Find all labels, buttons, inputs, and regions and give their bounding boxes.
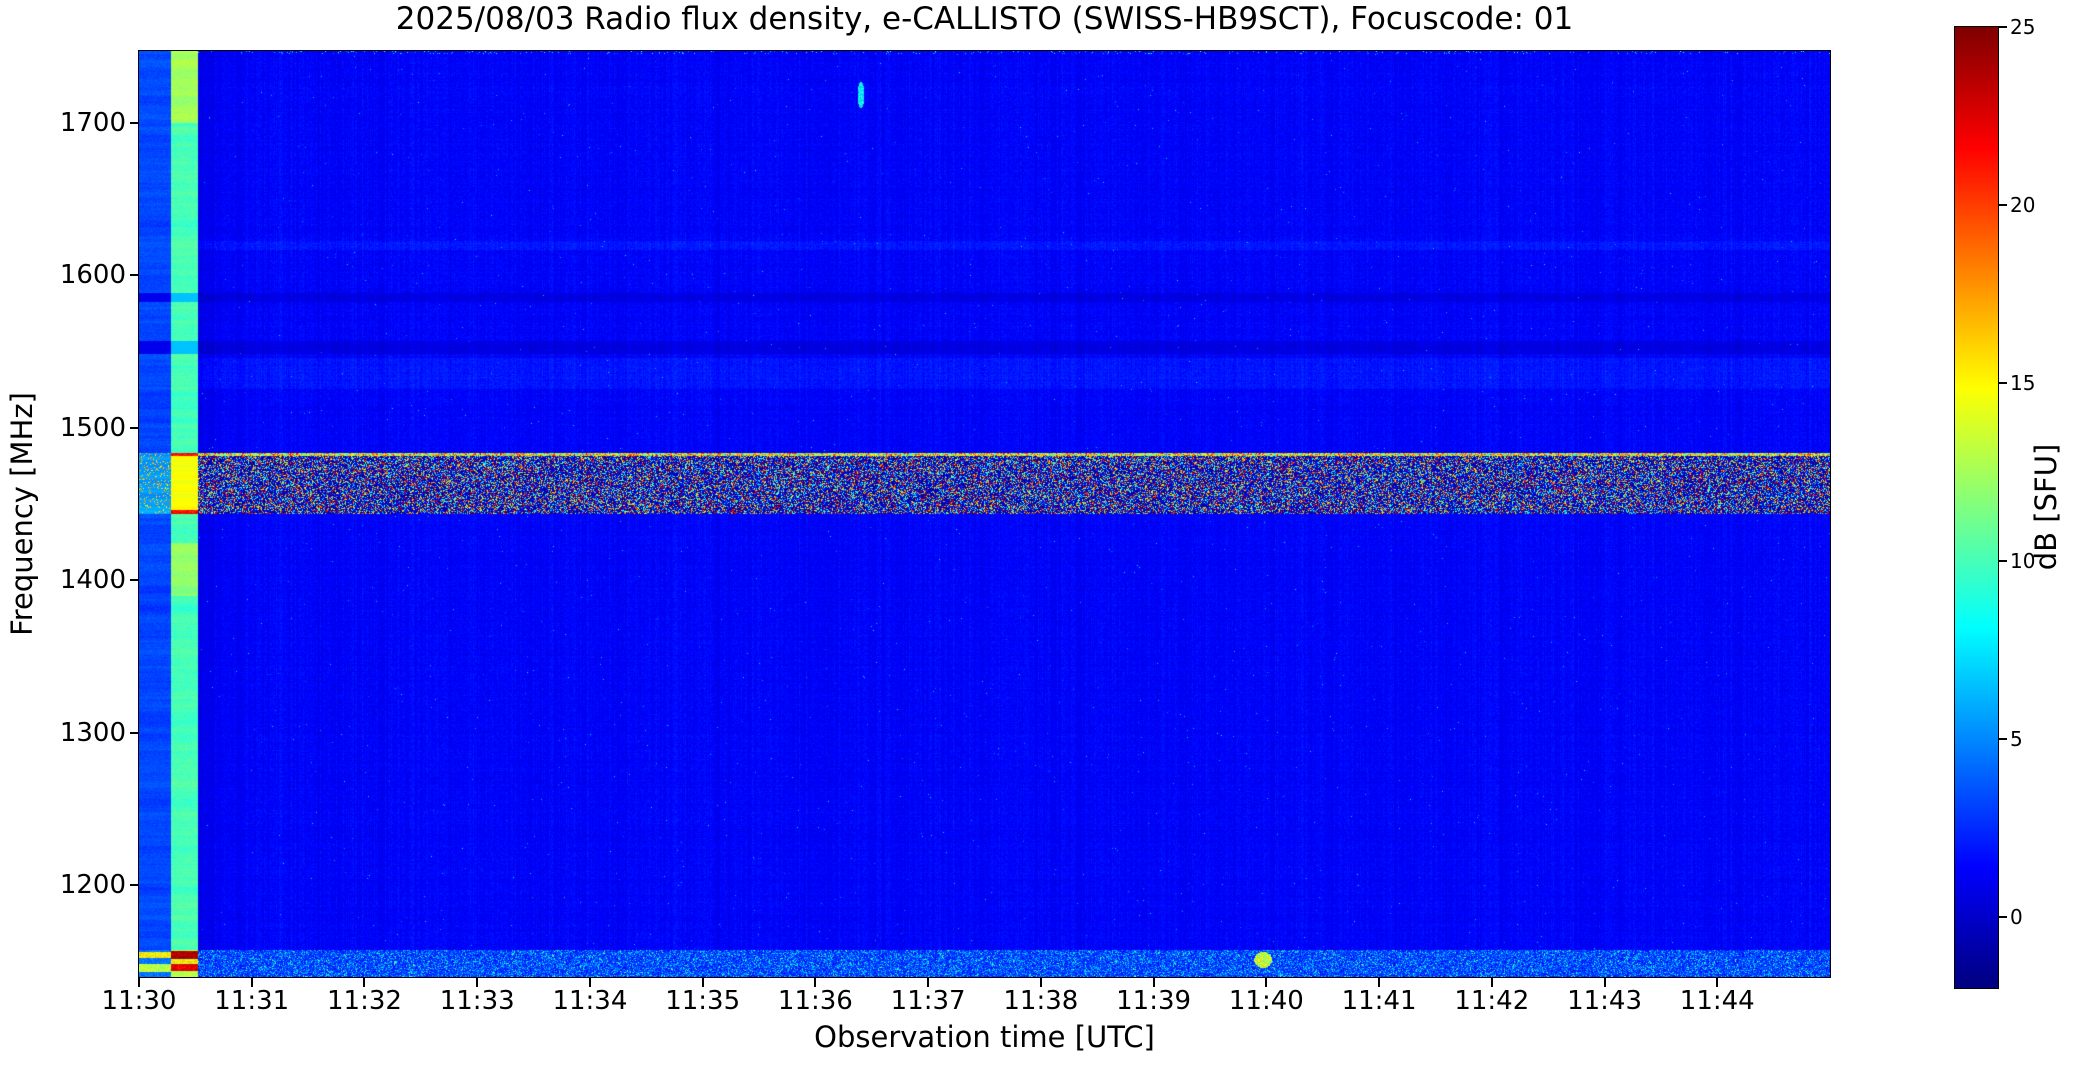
colorbar-canvas (1954, 26, 1999, 989)
x-tick-label: 11:40 (1228, 986, 1304, 1016)
x-tick-mark (1603, 978, 1606, 987)
x-tick-label: 11:34 (552, 986, 628, 1016)
x-tick-mark (1039, 978, 1042, 987)
colorbar-tick-label: 5 (2010, 726, 2023, 751)
colorbar-tick-mark (1999, 737, 2007, 740)
colorbar-tick-label: 15 (2010, 370, 2036, 395)
x-tick-mark (1716, 978, 1719, 987)
x-tick-label: 11:35 (665, 986, 741, 1016)
x-tick-mark (1265, 978, 1268, 987)
x-tick-mark (927, 978, 930, 987)
colorbar-tick-label: 10 (2010, 548, 2036, 573)
x-tick-label: 11:33 (439, 986, 515, 1016)
x-axis-label: Observation time [UTC] (814, 1020, 1155, 1054)
x-tick-label: 11:41 (1341, 986, 1417, 1016)
x-tick-mark (1152, 978, 1155, 987)
y-tick-mark (130, 731, 139, 734)
y-tick-mark (130, 274, 139, 277)
x-tick-label: 11:38 (1003, 986, 1079, 1016)
x-tick-label: 11:31 (214, 986, 290, 1016)
colorbar-tick-mark (1999, 559, 2007, 562)
y-tick-label: 1700 (59, 107, 126, 138)
colorbar-tick-mark (1999, 26, 2007, 28)
x-tick-label: 11:43 (1567, 986, 1642, 1016)
x-tick-mark (476, 978, 479, 987)
y-tick-label: 1300 (59, 717, 126, 748)
x-tick-mark (138, 978, 140, 987)
colorbar-tick-mark (1999, 381, 2007, 384)
x-tick-label: 11:37 (890, 986, 966, 1016)
colorbar-tick-label: 20 (2010, 192, 2036, 217)
colorbar-tick-label: 25 (2010, 15, 2036, 39)
x-tick-mark (1378, 978, 1381, 987)
x-tick-mark (701, 978, 704, 987)
x-tick-label: 11:30 (101, 986, 177, 1016)
y-tick-label: 1500 (59, 412, 126, 443)
x-tick-mark (814, 978, 817, 987)
x-tick-label: 11:32 (326, 986, 402, 1016)
x-tick-mark (1490, 978, 1493, 987)
plot-title: 2025/08/03 Radio flux density, e-CALLIST… (395, 1, 1574, 37)
spectrogram-canvas (138, 50, 1831, 978)
y-tick-mark (130, 884, 139, 887)
y-tick-label: 1600 (59, 260, 126, 291)
colorbar-tick-mark (1999, 203, 2007, 206)
y-tick-label: 1200 (59, 870, 126, 901)
x-tick-label: 11:42 (1454, 986, 1530, 1016)
x-tick-label: 11:44 (1679, 986, 1755, 1016)
x-tick-label: 11:39 (1116, 986, 1192, 1016)
y-tick-mark (130, 121, 139, 124)
y-tick-mark (130, 579, 139, 582)
x-tick-mark (363, 978, 366, 987)
y-tick-mark (130, 426, 139, 429)
x-tick-mark (250, 978, 253, 987)
x-tick-mark (588, 978, 591, 987)
y-tick-label: 1400 (59, 565, 126, 596)
x-tick-label: 11:36 (777, 986, 853, 1016)
colorbar-tick-mark (1999, 915, 2007, 918)
colorbar-tick-label: 0 (2010, 904, 2023, 929)
